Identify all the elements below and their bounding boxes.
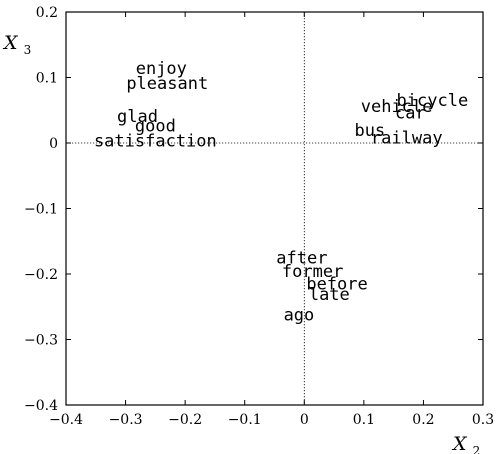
y-tick-label: −0.3 — [24, 333, 58, 349]
point-label-bicycle: bicycle — [397, 91, 469, 111]
x-tick-label: −0.2 — [168, 412, 202, 428]
x-axis-title-subscript: 2 — [473, 444, 481, 454]
y-axis-ticks: 0.2 0.1 0 −0.1 −0.2 −0.3 −0.4 — [24, 5, 483, 414]
point-label-late: late — [309, 285, 350, 305]
point-label-vehicle: vehicle — [361, 97, 433, 117]
x-tick-label: −0.1 — [228, 412, 262, 428]
y-tick-label: −0.4 — [24, 398, 58, 414]
point-label-after: after — [276, 248, 327, 268]
y-axis-title-base: X — [2, 32, 19, 54]
point-label-enjoy: enjoy — [136, 59, 187, 79]
point-label-before: before — [306, 274, 367, 294]
x-tick-label: 0.3 — [472, 412, 494, 428]
y-tick-label: 0.2 — [36, 5, 58, 21]
point-label-pleasant: pleasant — [126, 74, 208, 94]
point-label-former: former — [282, 262, 343, 282]
x-tick-label: 0 — [300, 412, 309, 428]
y-tick-label: −0.2 — [24, 267, 58, 283]
x-axis-title: X 2 — [451, 433, 480, 454]
reference-lines — [66, 12, 483, 405]
plot-frame — [65, 11, 484, 406]
point-label-satisfaction: satisfaction — [94, 132, 217, 152]
y-tick-label: 0.1 — [36, 71, 58, 87]
x-tick-label: 0.1 — [353, 412, 375, 428]
point-label-good: good — [135, 117, 176, 137]
y-tick-label: 0 — [49, 136, 58, 152]
x-tick-label: −0.3 — [109, 412, 143, 428]
y-axis-title-subscript: 3 — [24, 43, 32, 57]
point-label-bus: bus — [354, 121, 385, 141]
x-axis-title-base: X — [451, 433, 468, 454]
plot-border — [65, 11, 484, 406]
x-tick-label: −0.4 — [49, 412, 83, 428]
y-tick-label: −0.1 — [24, 202, 58, 218]
y-axis-title: X 3 — [2, 32, 31, 57]
x-axis-ticks: −0.4 −0.3 −0.2 −0.1 0 0.1 0.2 0.3 — [49, 12, 494, 428]
point-label-ago: ago — [284, 305, 315, 325]
point-label-glad: glad — [117, 107, 158, 127]
point-label-railway: railway — [371, 128, 443, 148]
x-tick-label: 0.2 — [412, 412, 434, 428]
point-label-car: car — [395, 104, 426, 124]
